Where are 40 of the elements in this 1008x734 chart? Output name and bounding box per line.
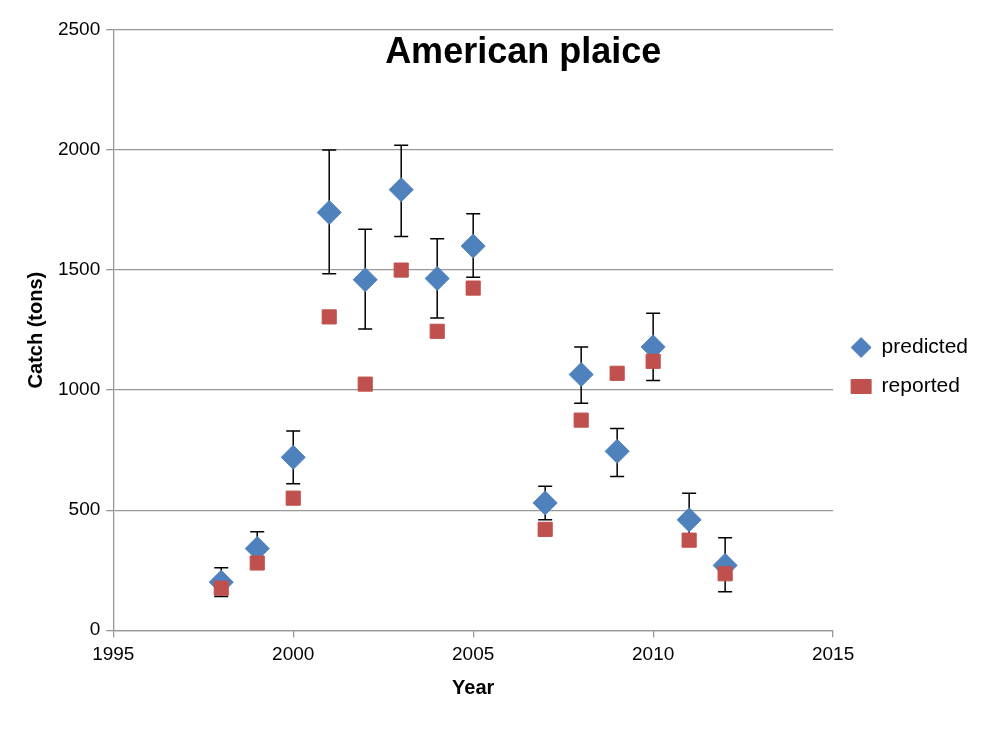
- y-tick-label: 500: [68, 498, 101, 520]
- x-tick-label: 2010: [632, 642, 675, 664]
- point: [532, 490, 558, 516]
- point: [285, 490, 301, 506]
- point: [280, 444, 306, 470]
- chart-title: American plaice: [385, 29, 662, 71]
- point: [393, 262, 409, 278]
- point: [573, 412, 589, 428]
- point: [357, 376, 373, 392]
- point: [316, 199, 342, 225]
- point: [249, 555, 265, 571]
- point: [609, 365, 625, 381]
- point: [568, 362, 594, 388]
- x-tick-label: 2000: [272, 642, 315, 664]
- point: [681, 532, 697, 548]
- point: [388, 177, 414, 203]
- point: [717, 566, 733, 582]
- y-tick-label: 1000: [57, 378, 101, 400]
- point: [465, 280, 481, 296]
- y-tick-label: 2500: [57, 18, 101, 40]
- legend-label: reported: [881, 373, 960, 397]
- point: [352, 267, 378, 293]
- y-tick-label: 1500: [57, 258, 101, 280]
- point: [645, 353, 661, 369]
- point: [321, 309, 337, 325]
- x-tick-label: 1995: [92, 642, 135, 664]
- point: [676, 507, 702, 533]
- legend-label: predicted: [881, 334, 968, 358]
- point: [604, 438, 630, 464]
- x-axis-title: Year: [452, 675, 495, 698]
- x-tick-label: 2005: [452, 642, 495, 664]
- point: [429, 323, 445, 339]
- y-tick-label: 2000: [57, 138, 101, 160]
- point: [213, 580, 229, 596]
- y-tick-label: 0: [89, 618, 101, 640]
- x-tick-label: 2015: [811, 642, 855, 664]
- point: [460, 233, 486, 259]
- point: [537, 521, 553, 537]
- point: [424, 265, 450, 291]
- y-axis-title: Catch (tons): [23, 271, 46, 389]
